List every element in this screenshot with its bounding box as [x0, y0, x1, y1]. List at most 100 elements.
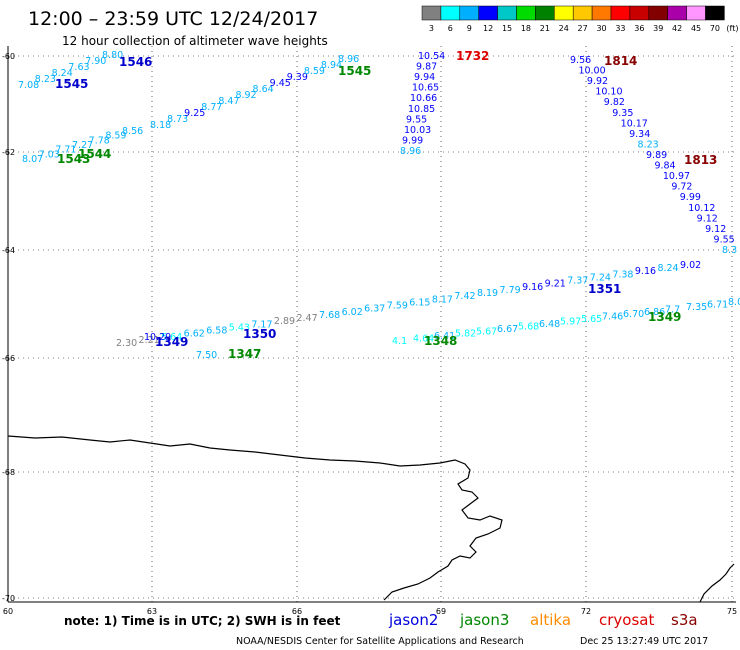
pass-time-label: 1813	[684, 153, 717, 167]
legend-value: 27	[578, 24, 588, 33]
legend-swatch	[648, 5, 668, 21]
longitude-label: 66	[292, 607, 302, 616]
sample-jason2-1351: 9.21	[545, 279, 566, 290]
legend-value: 36	[634, 24, 644, 33]
sample-jason2-1351: 9.16	[635, 266, 656, 277]
sample-jason2-1546: 7.63	[68, 62, 89, 73]
legend-swatch	[497, 5, 517, 21]
sample-s3a-1732: 9.99	[402, 135, 423, 146]
sample-jason2-1351: 7.37	[567, 276, 588, 287]
legend-swatch	[554, 5, 574, 21]
legend-unit: (ft)	[726, 24, 738, 33]
color-legend: 3 6 9 12 15 18 21 24 27 30 33 36 39 42 45 70 (ft)	[421, 5, 738, 33]
sample-jason2-1351: 6.37	[364, 304, 385, 315]
legend-value: 9	[467, 24, 472, 33]
legend-value: 42	[672, 24, 682, 33]
legend-value: 39	[653, 24, 663, 33]
sample-jason3-1545: 8.94	[321, 60, 342, 71]
sample-jason3-1349: 6.70	[623, 309, 644, 320]
pass-time-label: 1543	[57, 152, 90, 166]
sample-s3a-1732: 10.54	[418, 51, 445, 62]
satellite-legend: jason2 jason3 altika cryosat s3a	[388, 611, 698, 629]
sample-jason3-1347: 7.50	[196, 350, 217, 361]
sample-jason2-1351: 8.24	[657, 263, 678, 274]
pass-time-label: 1545	[338, 64, 371, 78]
generated-timestamp: Dec 25 13:27:49 UTC 2017	[580, 636, 708, 647]
pass-time-label: 1351	[588, 282, 621, 296]
sample-jason3-1545: 8.96	[338, 54, 359, 65]
sample-s3a-1814: 9.72	[671, 182, 692, 193]
legend-swatch	[516, 5, 536, 21]
sample-s3a-1814: 9.89	[646, 150, 667, 161]
longitude-label: 72	[581, 607, 591, 616]
sample-s3a-1814: 10.10	[595, 87, 622, 98]
legend-swatch	[421, 5, 442, 21]
pass-time-label: 1544	[78, 147, 111, 161]
sample-jason2-1351: 6.15	[409, 297, 430, 308]
latitude-label: -60	[2, 52, 15, 61]
sample-s3a-1814: 8.3	[722, 245, 737, 256]
sample-jason2-1351: 7.68	[319, 310, 340, 321]
sample-jason2-1351: 2.21	[139, 335, 160, 346]
sample-jason3-1349: 5.82	[455, 329, 476, 340]
sample-jason2-1351: 8.19	[477, 288, 498, 299]
legend-swatch	[591, 5, 612, 21]
sample-jason3-1545: 8.73	[167, 114, 188, 125]
latitude-label: -66	[2, 354, 15, 363]
sample-jason3-1349: 5.97	[560, 317, 581, 328]
legend-swatch	[686, 5, 706, 21]
sample-jason3-1545: 9.39	[287, 72, 308, 83]
sample-jason2-1351: 5.43	[229, 322, 250, 333]
legend-value: 18	[521, 24, 531, 33]
sample-jason2-1546: 8.80	[102, 50, 123, 61]
sample-jason3-1545: 9.45	[270, 78, 291, 89]
sample-jason3-1349: 6.41	[434, 331, 455, 342]
longitude-label: 75	[727, 607, 737, 616]
sample-s3a-1814: 9.35	[612, 108, 633, 119]
longitude-label: 69	[436, 607, 446, 616]
sample-jason3-1349: 7.46	[602, 312, 623, 323]
credit-line: NOAA/NESDIS Center for Satellite Applica…	[236, 636, 524, 647]
sample-jason2-1351: 7.42	[454, 291, 475, 302]
sample-s3a-1814: 10.12	[688, 203, 715, 214]
sample-s3a-1814: 10.17	[621, 118, 648, 129]
satellite-s3a: s3a	[671, 611, 698, 629]
sample-jason2-1351: 5.64	[161, 332, 182, 343]
sample-jason3-1543: 7.78	[89, 135, 110, 146]
sample-jason2-1351: 2.89	[274, 316, 295, 327]
legend-value: 15	[502, 24, 512, 33]
sample-jason3-1545: 8.18	[150, 120, 171, 131]
sample-jason2-1351: 7.24	[590, 272, 611, 283]
satellite-cryosat: cryosat	[599, 611, 654, 629]
graticule: -60 -62 -64 -66 -68 -70 60 63 66 69 72 75	[2, 46, 737, 616]
legend-value: 6	[448, 24, 453, 33]
legend-swatch	[610, 5, 631, 21]
legend-value: 12	[483, 24, 493, 33]
sample-s3a-1732: 10.03	[404, 125, 431, 136]
sample-jason3-1349: 5.67	[476, 326, 497, 337]
sample-s3a-1732: 10.66	[410, 93, 437, 104]
sample-jason3-1349: 6.48	[539, 319, 560, 330]
sample-jason3-1349: 6.86	[644, 307, 665, 318]
legend-swatch	[572, 5, 593, 21]
legend-swatch	[629, 5, 650, 21]
coastline-east	[699, 563, 735, 603]
sample-jason3-1349: 4.1	[392, 336, 407, 347]
legend-swatch	[440, 5, 461, 21]
legend-value: 21	[540, 24, 550, 33]
sample-jason3-1545: 8.64	[253, 84, 274, 95]
sample-s3a-1732: 9.55	[406, 114, 427, 125]
sample-s3a-1732: 8.96	[400, 146, 421, 157]
sample-jason3-1543: 7.27	[72, 140, 93, 151]
sample-s3a-1814: 9.56	[570, 55, 591, 66]
longitude-label: 63	[147, 607, 157, 616]
pass-time-label: 1814	[604, 54, 637, 68]
sample-jason3-1545: 9.25	[184, 108, 205, 119]
sample-jason3-1543: 7.71	[55, 145, 76, 156]
sample-jason3-1545: 8.59	[304, 66, 325, 77]
sample-jason3-1545: 8.77	[201, 102, 222, 113]
pass-time-label: 1546	[119, 55, 152, 69]
sample-jason3-1349: 5.68	[518, 321, 539, 332]
legend-value: 70	[710, 24, 720, 33]
sample-jason3-1545: 8.92	[235, 90, 256, 101]
